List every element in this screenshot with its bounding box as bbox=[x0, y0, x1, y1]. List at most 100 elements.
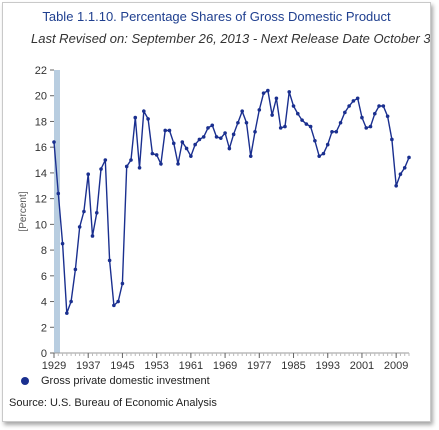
y-tick-label: 8 bbox=[41, 245, 47, 257]
data-point bbox=[94, 210, 99, 215]
data-point bbox=[377, 104, 381, 108]
legend-marker-icon bbox=[21, 377, 29, 385]
x-axis: 1929 1937 1945 1953 1961 1969 1977 1985 1993 2001… bbox=[42, 352, 410, 372]
data-point bbox=[146, 117, 150, 121]
chart-frame: Table 1.1.10. Percentage Shares of Gross… bbox=[2, 2, 431, 422]
data-point bbox=[137, 165, 142, 170]
data-point bbox=[321, 151, 326, 156]
data-point bbox=[317, 154, 321, 158]
chart-title: Table 1.1.10. Percentage Shares of Gross… bbox=[42, 9, 391, 24]
line-chart: 0 2 4 6 8 10 12 14 16 18 20 22 1929 1937 1945 1953 1961… bbox=[18, 65, 411, 372]
data-point bbox=[184, 146, 189, 151]
series-line bbox=[53, 89, 410, 314]
data-point bbox=[52, 140, 56, 144]
data-point bbox=[360, 115, 364, 120]
data-point bbox=[368, 124, 373, 129]
data-point bbox=[338, 120, 343, 125]
x-tick-label: 1993 bbox=[315, 360, 339, 372]
data-point bbox=[364, 126, 369, 130]
data-point bbox=[261, 91, 266, 95]
data-point bbox=[334, 129, 339, 134]
data-point bbox=[270, 113, 274, 117]
legend-label: Gross private domestic investment bbox=[41, 375, 210, 387]
data-point bbox=[227, 146, 232, 151]
data-point bbox=[60, 241, 65, 246]
data-point bbox=[274, 96, 279, 101]
data-point bbox=[291, 104, 296, 108]
data-point bbox=[112, 303, 116, 308]
data-point bbox=[163, 128, 168, 133]
data-point bbox=[197, 137, 202, 142]
data-point bbox=[330, 129, 334, 134]
y-tick-label: 2 bbox=[41, 322, 47, 334]
data-point bbox=[86, 172, 91, 176]
data-point bbox=[219, 136, 223, 140]
x-tick-label: 1977 bbox=[247, 360, 271, 372]
source-note: Source: U.S. Bureau of Economic Analysis bbox=[9, 397, 217, 409]
y-tick-label: 22 bbox=[35, 65, 47, 77]
data-point bbox=[244, 120, 249, 125]
x-tick-label: 1937 bbox=[76, 360, 100, 372]
data-point bbox=[266, 88, 270, 93]
data-point bbox=[313, 138, 317, 143]
data-point bbox=[325, 142, 330, 147]
data-point bbox=[189, 154, 193, 158]
data-point bbox=[300, 118, 304, 122]
data-point bbox=[124, 164, 129, 169]
data-point bbox=[248, 154, 253, 158]
data-point bbox=[402, 165, 407, 170]
data-point bbox=[154, 153, 159, 157]
x-tick-label: 1953 bbox=[144, 360, 168, 372]
data-point bbox=[171, 141, 176, 146]
y-tick-label: 20 bbox=[35, 91, 47, 103]
data-point bbox=[372, 111, 377, 116]
data-point bbox=[223, 131, 227, 135]
data-point bbox=[304, 122, 309, 126]
data-point bbox=[176, 162, 180, 166]
data-point bbox=[385, 114, 390, 119]
data-point bbox=[253, 129, 257, 134]
y-axis: 0 2 4 6 8 10 12 14 16 18 20 22 bbox=[35, 65, 60, 360]
data-point bbox=[394, 183, 398, 188]
series-group bbox=[52, 88, 411, 315]
data-point bbox=[278, 126, 283, 130]
data-point bbox=[381, 104, 386, 108]
y-tick-label: 6 bbox=[41, 271, 47, 283]
data-point bbox=[398, 172, 403, 176]
data-point bbox=[214, 135, 219, 139]
data-point bbox=[120, 281, 125, 286]
data-point bbox=[142, 109, 146, 113]
data-point bbox=[69, 299, 73, 304]
x-tick-label: 1945 bbox=[110, 360, 134, 372]
y-tick-label: 14 bbox=[35, 168, 47, 180]
x-tick-label: 2009 bbox=[384, 360, 408, 372]
data-point bbox=[283, 124, 287, 129]
data-point bbox=[90, 234, 95, 238]
x-tick-label: 1969 bbox=[213, 360, 237, 372]
y-tick-label: 16 bbox=[35, 142, 47, 154]
x-tick-label: 1985 bbox=[281, 360, 305, 372]
data-point bbox=[231, 132, 236, 137]
data-point bbox=[308, 124, 313, 129]
y-axis-bar bbox=[54, 70, 60, 353]
data-point bbox=[167, 128, 172, 133]
data-point bbox=[77, 225, 82, 229]
data-point bbox=[390, 137, 394, 142]
data-point bbox=[355, 96, 360, 101]
data-point bbox=[295, 111, 300, 116]
data-point bbox=[210, 123, 215, 128]
data-point bbox=[159, 162, 163, 166]
data-point bbox=[103, 158, 108, 162]
data-point bbox=[129, 158, 133, 162]
data-point bbox=[240, 109, 244, 113]
x-tick-label: 2001 bbox=[350, 360, 374, 372]
data-point bbox=[407, 155, 411, 160]
chart-subtitle: Last Revised on: September 26, 2013 - Ne… bbox=[31, 31, 431, 46]
y-tick-label: 10 bbox=[35, 219, 47, 231]
data-point bbox=[73, 267, 78, 272]
data-point bbox=[99, 167, 103, 171]
data-point bbox=[82, 209, 86, 214]
y-axis-label: [Percent] bbox=[18, 191, 29, 231]
data-point bbox=[206, 126, 210, 130]
y-tick-label: 0 bbox=[41, 348, 47, 360]
